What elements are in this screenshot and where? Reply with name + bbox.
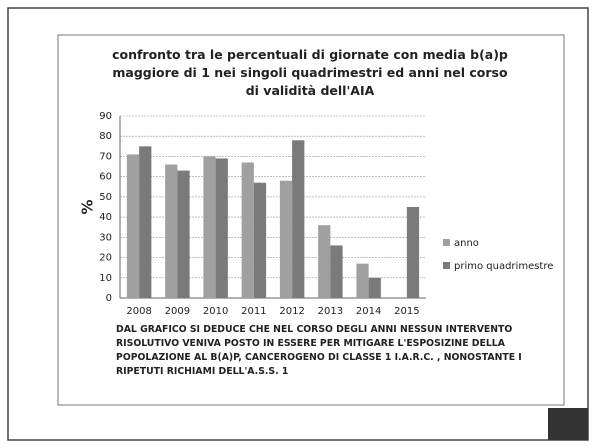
bar — [126, 154, 140, 298]
y-tick-label: 60 — [99, 172, 112, 183]
bar — [253, 182, 267, 298]
chart-title: confronto tra le percentuali di giornate… — [112, 47, 508, 98]
legend-label: anno — [454, 238, 479, 249]
y-tick-label: 40 — [99, 212, 112, 223]
legend-swatch — [443, 239, 450, 246]
y-tick-label: 0 — [106, 293, 112, 304]
x-tick-label: 2008 — [126, 306, 151, 317]
y-tick-label: 50 — [99, 192, 112, 203]
y-axis-label: % — [79, 199, 97, 214]
y-tick-label: 30 — [99, 232, 112, 243]
bar — [215, 158, 228, 298]
bar — [139, 146, 152, 298]
legend-swatch — [443, 262, 450, 269]
bar — [241, 162, 254, 298]
bar — [406, 207, 420, 298]
y-tick-label: 70 — [99, 151, 112, 162]
x-tick-label: 2011 — [241, 306, 266, 317]
bar — [177, 170, 190, 298]
bar — [292, 140, 305, 298]
bar — [203, 156, 216, 298]
bar — [356, 263, 369, 298]
y-tick-label: 20 — [99, 253, 112, 264]
x-tick-label: 2013 — [318, 306, 343, 317]
bar — [165, 164, 178, 298]
x-tick-label: 2009 — [165, 306, 190, 317]
x-tick-label: 2012 — [279, 306, 304, 317]
annotation: DAL GRAFICO SI DEDUCE CHE NEL CORSO DEGL… — [116, 324, 522, 377]
legend-label: primo quadrimestre — [454, 261, 553, 272]
bar — [330, 245, 343, 298]
bar — [279, 180, 293, 298]
x-tick-label: 2014 — [356, 306, 381, 317]
x-tick-label: 2015 — [394, 306, 419, 317]
y-tick-label: 10 — [99, 273, 112, 284]
y-tick-label: 80 — [99, 131, 112, 142]
x-tick-label: 2010 — [203, 306, 228, 317]
y-tick-label: 90 — [99, 111, 112, 122]
thumbnail — [548, 408, 588, 440]
bar — [368, 277, 381, 298]
bar — [318, 225, 331, 298]
